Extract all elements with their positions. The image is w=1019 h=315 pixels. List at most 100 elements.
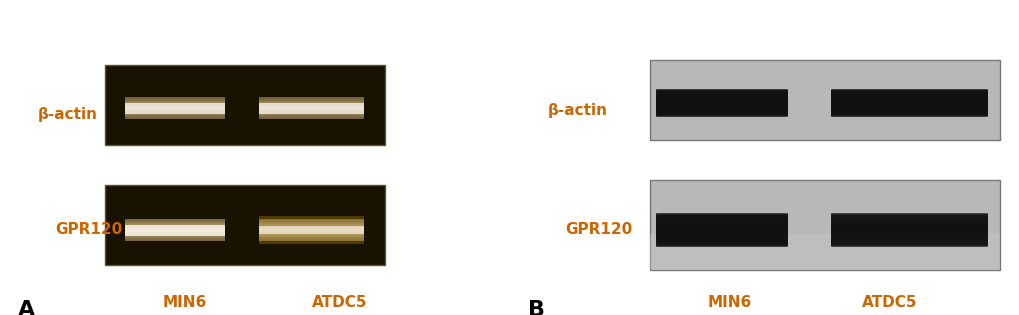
FancyBboxPatch shape [655, 223, 788, 226]
Bar [259, 112, 364, 113]
Bar [124, 231, 224, 232]
FancyBboxPatch shape [830, 233, 987, 236]
FancyBboxPatch shape [655, 238, 788, 241]
FancyBboxPatch shape [830, 89, 987, 92]
Bar [259, 237, 364, 238]
FancyBboxPatch shape [655, 221, 788, 224]
Text: GPR120: GPR120 [565, 222, 632, 238]
FancyBboxPatch shape [830, 99, 987, 101]
FancyBboxPatch shape [655, 96, 788, 99]
FancyBboxPatch shape [655, 109, 788, 112]
Bar [259, 239, 364, 240]
FancyBboxPatch shape [655, 232, 788, 234]
Bar [259, 235, 364, 236]
FancyBboxPatch shape [830, 243, 987, 245]
FancyBboxPatch shape [830, 242, 987, 245]
FancyBboxPatch shape [655, 228, 788, 231]
FancyBboxPatch shape [655, 101, 788, 104]
FancyBboxPatch shape [655, 96, 788, 98]
FancyBboxPatch shape [830, 223, 987, 226]
FancyBboxPatch shape [830, 113, 987, 116]
Bar [105, 65, 384, 145]
FancyBboxPatch shape [655, 243, 788, 245]
FancyBboxPatch shape [830, 223, 987, 226]
FancyBboxPatch shape [830, 107, 987, 110]
Bar [259, 113, 364, 114]
Bar [259, 226, 364, 227]
Bar [124, 104, 224, 105]
Text: A: A [18, 300, 36, 315]
FancyBboxPatch shape [655, 104, 788, 106]
Bar [124, 237, 224, 238]
Bar [124, 98, 224, 99]
Bar [124, 101, 224, 102]
FancyBboxPatch shape [830, 100, 987, 103]
Bar [259, 222, 364, 223]
Bar [124, 219, 224, 220]
FancyBboxPatch shape [830, 91, 987, 94]
FancyBboxPatch shape [830, 96, 987, 98]
FancyBboxPatch shape [655, 214, 788, 217]
FancyBboxPatch shape [830, 238, 987, 241]
FancyBboxPatch shape [655, 218, 788, 220]
FancyBboxPatch shape [655, 233, 788, 236]
Bar [259, 231, 364, 232]
FancyBboxPatch shape [655, 112, 788, 115]
FancyBboxPatch shape [830, 100, 987, 102]
Bar [259, 221, 364, 222]
FancyBboxPatch shape [655, 225, 788, 228]
FancyBboxPatch shape [655, 90, 788, 93]
Bar [124, 115, 224, 116]
FancyBboxPatch shape [830, 101, 987, 104]
FancyBboxPatch shape [655, 215, 788, 218]
FancyBboxPatch shape [655, 107, 788, 110]
FancyBboxPatch shape [830, 102, 987, 105]
Bar [124, 226, 224, 227]
FancyBboxPatch shape [655, 231, 788, 233]
FancyBboxPatch shape [655, 105, 788, 108]
FancyBboxPatch shape [830, 216, 987, 219]
FancyBboxPatch shape [830, 114, 987, 117]
FancyBboxPatch shape [830, 234, 987, 237]
Text: β-actin: β-actin [547, 102, 607, 117]
Bar [259, 117, 364, 118]
FancyBboxPatch shape [655, 234, 788, 237]
FancyBboxPatch shape [655, 100, 788, 102]
FancyBboxPatch shape [655, 229, 788, 232]
FancyBboxPatch shape [830, 90, 987, 93]
FancyBboxPatch shape [830, 221, 987, 224]
FancyBboxPatch shape [830, 222, 987, 225]
Bar [259, 106, 364, 107]
FancyBboxPatch shape [830, 97, 987, 100]
Bar [259, 233, 364, 234]
FancyBboxPatch shape [655, 240, 788, 243]
FancyBboxPatch shape [655, 232, 788, 235]
FancyBboxPatch shape [655, 222, 788, 225]
Bar [259, 230, 364, 231]
Bar [259, 110, 364, 111]
Bar [124, 232, 224, 233]
FancyBboxPatch shape [830, 220, 987, 222]
Bar [124, 223, 224, 224]
Bar [259, 107, 364, 108]
FancyBboxPatch shape [830, 107, 987, 110]
FancyBboxPatch shape [655, 102, 788, 105]
FancyBboxPatch shape [830, 103, 987, 106]
FancyBboxPatch shape [830, 104, 987, 106]
FancyBboxPatch shape [655, 110, 788, 112]
FancyBboxPatch shape [830, 217, 987, 220]
Bar [124, 118, 224, 119]
Bar [124, 225, 224, 236]
Bar [259, 102, 364, 113]
FancyBboxPatch shape [655, 113, 788, 116]
Bar [124, 111, 224, 112]
Bar [259, 234, 364, 235]
FancyBboxPatch shape [830, 94, 987, 96]
FancyBboxPatch shape [830, 240, 987, 243]
FancyBboxPatch shape [830, 238, 987, 241]
FancyBboxPatch shape [655, 95, 788, 98]
Bar [259, 238, 364, 239]
FancyBboxPatch shape [655, 98, 788, 101]
FancyBboxPatch shape [655, 236, 788, 239]
FancyBboxPatch shape [655, 238, 788, 241]
